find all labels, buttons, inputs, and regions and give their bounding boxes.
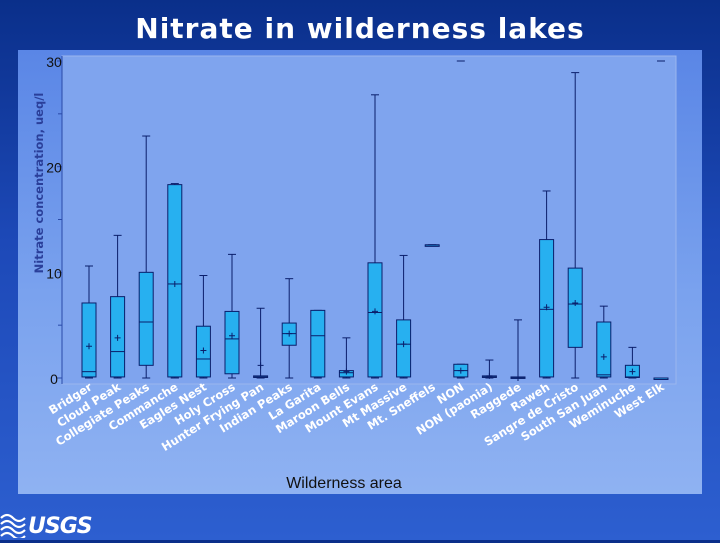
mean-marker xyxy=(486,372,493,379)
mean-marker xyxy=(600,353,607,360)
mean-marker xyxy=(515,375,521,381)
mean-marker xyxy=(343,368,350,375)
mean-marker xyxy=(171,280,178,287)
usgs-wordmark: USGS xyxy=(28,514,93,539)
y-tick-label: 20 xyxy=(46,160,62,176)
box xyxy=(567,267,583,348)
slide-title: Nitrate in wilderness lakes xyxy=(135,12,585,45)
box xyxy=(81,302,97,378)
usgs-logo: USGS xyxy=(0,512,93,541)
box xyxy=(367,262,383,378)
mean-marker xyxy=(629,368,636,375)
y-tick-label: 0 xyxy=(50,371,58,387)
mean-marker xyxy=(543,304,550,311)
y-axis-label: Nitrate concentration, ueq/l xyxy=(32,93,46,274)
box xyxy=(224,310,240,375)
usgs-wave-icon xyxy=(0,513,26,541)
mean-marker xyxy=(286,330,293,337)
mean-marker xyxy=(400,341,407,348)
mean-marker xyxy=(200,347,207,354)
mean-marker xyxy=(457,367,464,374)
y-tick-label: 30 xyxy=(46,54,62,70)
box xyxy=(596,321,612,378)
mean-marker xyxy=(86,343,92,350)
box xyxy=(138,271,154,366)
chart-panel: 0 10 20 30 Nitrate concentration, ueq/l Bridg… xyxy=(18,50,702,494)
box xyxy=(310,309,326,378)
box xyxy=(167,184,183,378)
mean-marker xyxy=(114,334,121,341)
x-axis-label: Wilderness area xyxy=(286,475,402,492)
y-tick-label: 10 xyxy=(46,265,62,281)
box xyxy=(396,319,412,378)
mean-marker xyxy=(229,332,235,339)
mean-marker xyxy=(372,308,378,315)
mean-marker xyxy=(572,299,579,306)
mean-marker xyxy=(257,362,264,369)
